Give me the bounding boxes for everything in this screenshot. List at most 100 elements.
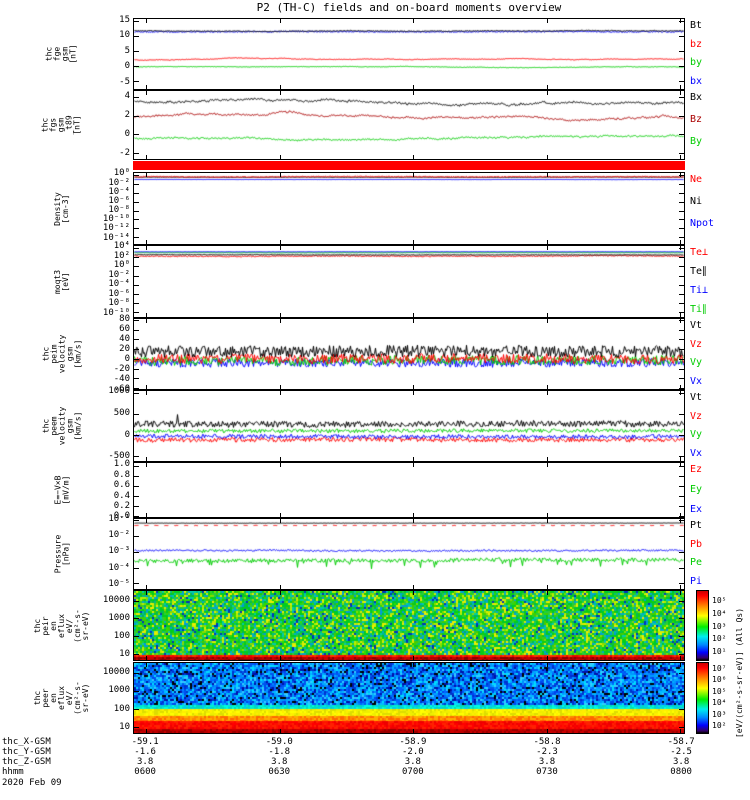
peem-ytick-mark [134,456,139,457]
peim-plot-canvas [134,319,684,389]
moqt3-xtick-mark [146,313,147,317]
density-panel [133,172,685,245]
efield-xtick-mark [680,463,681,467]
peim-ytick-label: 60 [119,323,130,334]
peim-xtick-mark [547,319,548,323]
efield-ytick-mark [134,476,139,477]
efield-ytick-mark [134,496,139,497]
colorbar-unit-wrap: [eV/(cm²-s-sr-eV)] (All Qs) [732,578,748,768]
fge-ytick-mark [134,51,139,52]
axis-value: -59.0 [265,737,293,747]
peer-plot-canvas [134,663,684,733]
pressure-xtick-mark [547,585,548,589]
peir-xtick-mark [680,591,681,595]
moqt3-xtick-mark [413,313,414,317]
peem-xtick-mark [280,391,281,395]
moqt3-xtick-mark [547,246,548,250]
moqt3-ytick-mark [679,303,684,304]
moqt3-ytick-mark [134,303,139,304]
moqt3-axis-label: moqt3 [eV] [53,269,70,294]
peir-ytick-mark [679,601,684,602]
density-ytick-mark [134,211,139,212]
pressure-ytick-mark [679,536,684,537]
fge-xtick-mark [547,19,548,23]
peim-ytick-mark [679,339,684,340]
fge-ytick-mark [679,21,684,22]
axis-value: -58.7 [667,737,695,747]
axis-value: -58.9 [399,737,427,747]
pressure-ytick-mark [679,552,684,553]
pressure-panel [133,518,685,590]
peim-ytick-mark [134,359,139,360]
legend-Pb: Pb [690,538,703,550]
efield-xtick-mark [413,463,414,467]
fgs-xtick-mark [547,91,548,95]
pressure-ytick-label: 10⁻⁴ [108,562,130,573]
density-ytick-mark [134,193,139,194]
density-xtick-mark [547,240,548,244]
fgs-ytick-mark [134,116,139,117]
efield-ytick-label: 0.4 [113,490,130,501]
fgs-xtick-mark [146,91,147,95]
efield-plot-canvas [134,463,684,517]
efield-axis-label-wrap: E=−V×B [mV/m] [28,462,96,518]
peir-ytick-mark [134,601,139,602]
moqt3-ytick-label: 10⁻⁶ [108,288,130,299]
page-title: P2 (TH-C) fields and on-board moments ov… [256,1,562,14]
axis-value: 0700 [402,767,424,777]
peer-ytick-mark [134,673,139,674]
peim-ytick-mark [134,339,139,340]
efield-ytick-mark [134,466,139,467]
pressure-xtick-mark [146,519,147,523]
density-ytick-mark [679,219,684,220]
legend-Bt: Bt [690,20,703,31]
fge-panel [133,18,685,90]
moqt3-xtick-mark [413,246,414,250]
peir-ytick-label: 10 [119,649,130,660]
fge-ytick-label: 10 [119,30,130,41]
fgs-ytick-mark [679,97,684,98]
peem-ytick-mark [679,435,684,436]
peim-ytick-label: 40 [119,333,130,344]
fge-ytick-label: -5 [119,76,130,87]
peer-colorbar-tick-label: 10⁷ [712,663,727,673]
pressure-ytick-label: 10⁻¹ [108,513,130,524]
peer-ytick-mark [134,691,139,692]
fge-xtick-mark [413,85,414,89]
legend-Ez: Ez [690,464,703,475]
fgs-ytick-mark [134,153,139,154]
moqt3-ytick-mark [134,266,139,267]
legend-Te∥: Te∥ [690,266,708,277]
legend-Vz: Vz [690,338,703,350]
peer-ytick-mark [679,727,684,728]
legend-by: by [690,57,703,69]
density-ytick-label: 10⁻⁸ [108,205,130,216]
moqt3-ytick-mark [679,257,684,258]
moqt3-ytick-label: 10⁰ [113,260,130,271]
efield-xtick-mark [680,513,681,517]
peim-xtick-mark [547,385,548,389]
pressure-plot-canvas [134,519,684,589]
legend-bz: bz [690,38,703,50]
legend-Ey: Ey [690,484,703,495]
peer-xtick-mark [680,663,681,667]
peem-xtick-mark [680,457,681,461]
moqt3-ytick-mark [134,285,139,286]
peim-ytick-mark [679,320,684,321]
moqt3-ytick-mark [679,248,684,249]
peem-axis-label: thc peem velocity gsm [km/s] [41,406,82,446]
efield-xtick-mark [547,513,548,517]
efield-panel [133,462,685,518]
moqt3-ytick-mark [679,294,684,295]
fge-ytick-mark [134,21,139,22]
fgs-xtick-mark [413,155,414,159]
moqt3-ytick-mark [134,294,139,295]
peer-colorbar-tick-label: 10⁶ [712,675,727,685]
moqt3-xtick-mark [280,313,281,317]
fgs-ytick-mark [134,97,139,98]
moqt3-xtick-mark [680,313,681,317]
density-ytick-mark [679,193,684,194]
legend-Ti⊥: Ti⊥ [690,285,709,296]
density-ytick-mark [679,202,684,203]
peir-axis-label-wrap: thc peir en eflux eV/ (cm²-s- sr-eV) [28,590,96,661]
